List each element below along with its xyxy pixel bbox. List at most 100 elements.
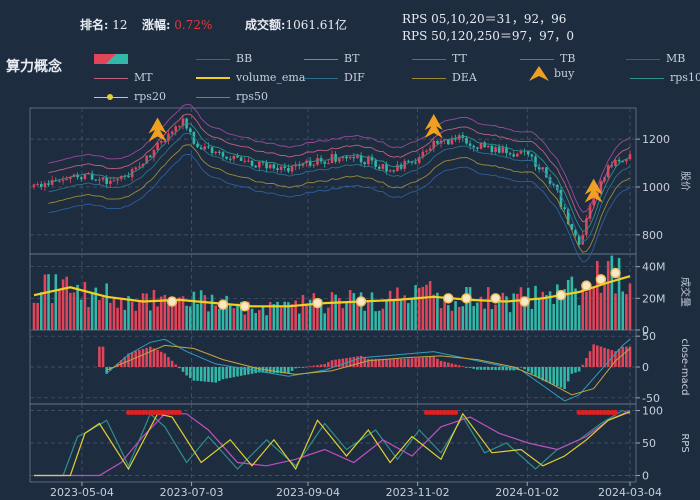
rps-high-marker — [140, 409, 146, 416]
bt-line — [48, 144, 631, 253]
volume-bar — [472, 306, 476, 330]
macd-bar — [490, 367, 494, 370]
volume-bar — [327, 307, 330, 330]
volume-bar — [94, 287, 98, 330]
candle-body — [385, 164, 388, 172]
candle-body — [79, 177, 83, 179]
macd-bar — [530, 367, 534, 374]
volume-bar — [530, 309, 534, 330]
volume-bar — [370, 292, 374, 330]
volume-bar — [585, 291, 588, 330]
volume-bar — [548, 291, 552, 330]
candle-body — [617, 159, 621, 162]
macd-bar — [381, 358, 385, 367]
volume-ema-marker — [610, 267, 621, 279]
volume-bar — [185, 305, 188, 330]
ytick-label: -50 — [642, 392, 660, 405]
candle-body — [563, 207, 566, 210]
volume-bar — [312, 293, 316, 330]
macd-bar — [410, 358, 414, 367]
volume-bar — [563, 289, 566, 330]
volume-bar — [596, 260, 599, 330]
volume-bar — [323, 313, 327, 330]
volume-bar — [134, 310, 138, 330]
macd-bar — [225, 367, 228, 379]
candle-body — [530, 154, 534, 157]
volume-bar — [407, 303, 410, 330]
macd-bar — [396, 358, 399, 367]
macd-bar — [443, 361, 446, 367]
volume-bar — [232, 308, 236, 330]
macd-bar — [367, 358, 370, 367]
candle-body — [156, 142, 159, 151]
candle-body — [181, 118, 185, 126]
volume-bar — [359, 292, 363, 330]
volume-bar — [385, 300, 388, 330]
candle-body — [588, 205, 592, 219]
volume-bar — [588, 288, 592, 330]
volume-ema-marker — [166, 296, 178, 307]
macd-bar — [323, 364, 327, 367]
macd-bar — [388, 358, 392, 367]
volume-bar — [486, 287, 490, 330]
macd-bar — [461, 366, 465, 367]
candle-body — [472, 145, 476, 148]
candle-body — [145, 155, 148, 164]
candle-body — [258, 161, 261, 168]
rps-high-marker — [423, 409, 430, 416]
volume-ema-marker — [217, 299, 229, 310]
volume-bar — [334, 294, 337, 330]
candle-body — [134, 167, 138, 170]
volume-bar — [127, 296, 130, 330]
macd-bar — [327, 362, 330, 367]
rps-high-marker — [591, 409, 597, 416]
macd-bar — [337, 359, 341, 367]
macd-bar — [203, 367, 207, 382]
volume-bar — [138, 302, 141, 330]
macd-bar — [414, 358, 417, 367]
volume-bar — [199, 290, 203, 330]
volume-bar — [497, 298, 501, 330]
volume-bar — [388, 290, 392, 330]
legend-bb: BB — [196, 52, 252, 65]
volume-bar — [352, 293, 356, 330]
volume-bar — [287, 302, 290, 330]
legend-candle — [94, 52, 128, 65]
volume-bar — [566, 279, 570, 330]
volume-bar — [47, 274, 50, 330]
volume-bar — [207, 311, 210, 330]
volume-bar — [298, 313, 301, 330]
candle-body — [65, 178, 68, 181]
volume-bar — [76, 284, 79, 330]
candle-body — [450, 138, 454, 145]
volume-bar — [188, 306, 192, 330]
candle-body — [396, 164, 399, 172]
volume-bar — [54, 274, 58, 330]
rps-high-marker — [133, 409, 139, 416]
volume-bar — [625, 294, 628, 330]
macd-bar — [501, 367, 505, 371]
volume-bar — [167, 303, 170, 330]
candle-body — [192, 131, 196, 144]
candle-body — [301, 163, 305, 166]
mb-line — [48, 153, 631, 263]
rps-high-marker — [154, 409, 161, 416]
candle-body — [221, 152, 225, 157]
volume-bar — [468, 287, 472, 330]
candle-body — [432, 140, 436, 149]
volume-bar — [436, 292, 439, 330]
volume-bar — [432, 294, 436, 330]
volume-ema-marker — [555, 289, 567, 301]
candle-body — [105, 177, 108, 184]
candle-body — [537, 166, 541, 170]
volume-bar — [628, 283, 632, 330]
volume-ema-marker — [312, 297, 323, 309]
volume-bar — [305, 303, 308, 330]
rps-high-marker — [144, 409, 150, 416]
volume-ema-marker — [355, 296, 367, 307]
macd-bar — [548, 367, 552, 384]
macd-bar — [247, 367, 250, 375]
macd-bar — [585, 357, 588, 367]
macd-bar — [432, 356, 436, 367]
rps-high-marker — [605, 409, 611, 416]
